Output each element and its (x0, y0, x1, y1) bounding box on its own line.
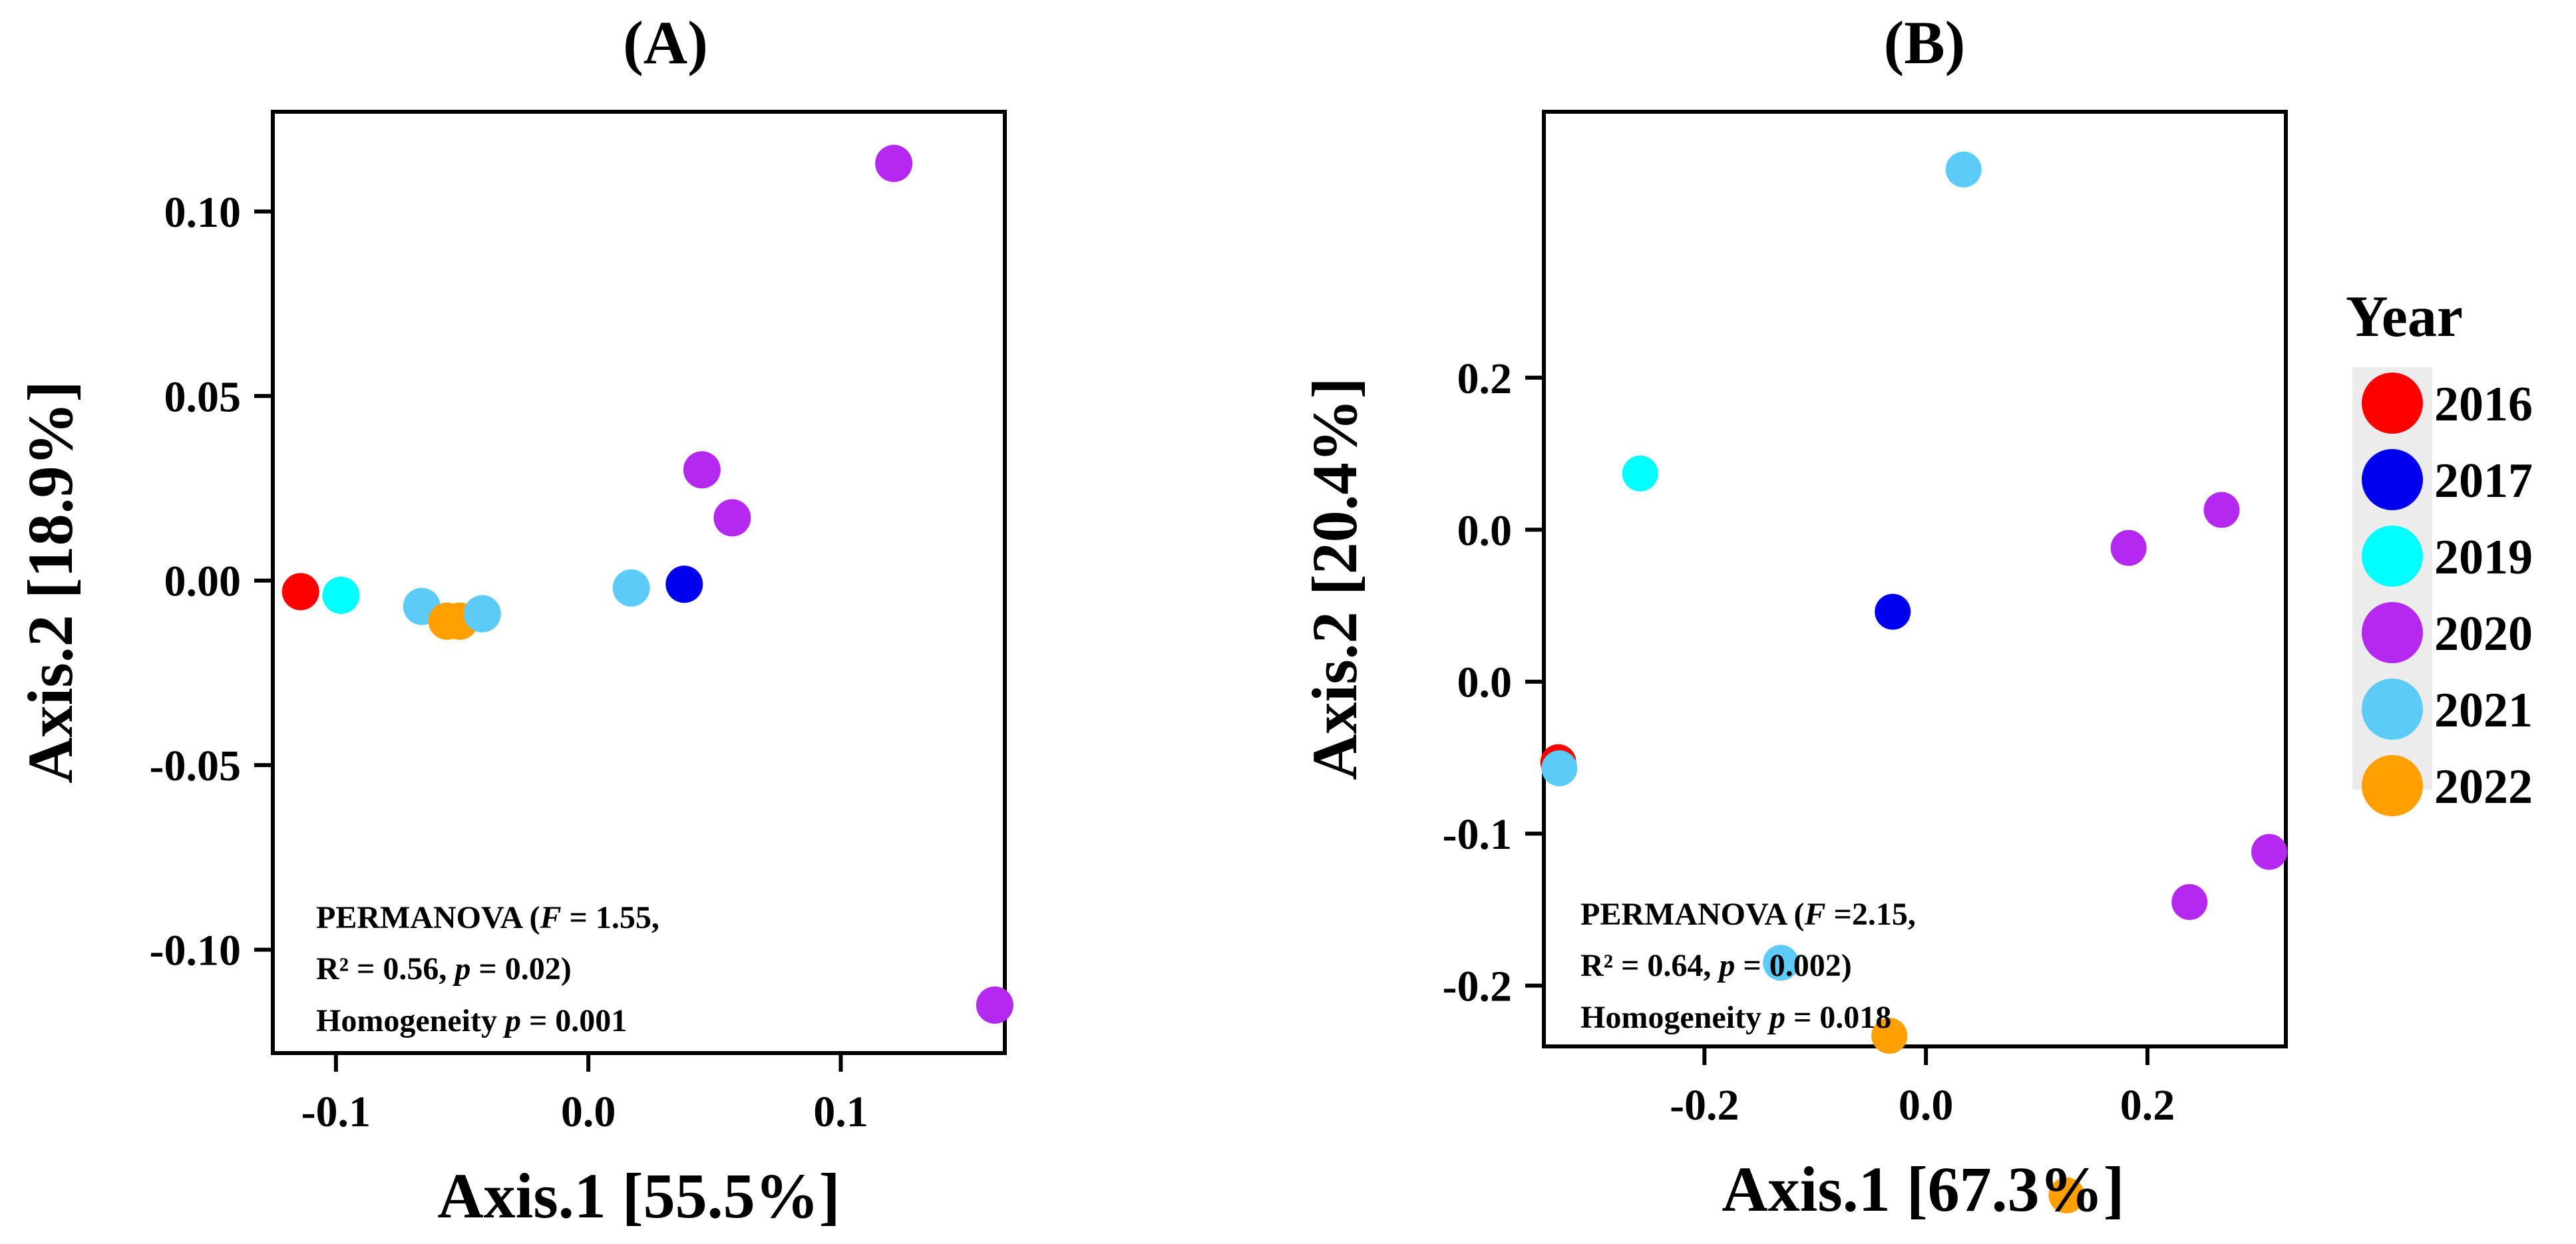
panel-a-ticks: -0.1 0.0 0.1 0.10 0.05 0.00 -0.05 -0.10 (150, 188, 868, 1136)
panel-b-plot-frame (1542, 110, 2288, 1048)
panel-a-ytick-label: 0.00 (164, 557, 242, 606)
panel-a-ytick-label: -0.05 (150, 742, 241, 790)
panel-a-xtick-label: 0.0 (561, 1088, 616, 1136)
legend: Year 2016 2017 2019 2020 2021 2022 (2346, 285, 2533, 816)
legend-label-2017: 2017 (2434, 454, 2533, 508)
legend-swatch-2017 (2362, 449, 2423, 510)
legend-title: Year (2346, 285, 2463, 349)
panel-a-point-2021 (612, 569, 650, 607)
panel-b: (B) -0.2 0.0 0.2 0.2 0.0 0.0 -0.1 -0.2 Axis.1 [… (1299, 9, 2288, 1225)
panel-b-ytick-label: 0.0 (1457, 506, 1513, 555)
panel-b-ytick-label: -0.1 (1443, 810, 1512, 859)
panel-a-point-2016 (281, 573, 319, 611)
panel-a-ytick-label: -0.10 (150, 927, 241, 975)
legend-swatch-2020 (2362, 602, 2423, 663)
panel-b-ytick-label: 0.0 (1457, 659, 1513, 707)
panel-b-annotation-line1: PERMANOVA (F =2.15, (1580, 897, 1916, 932)
legend-swatch-2021 (2362, 679, 2423, 740)
panel-b-point-2020 (2251, 834, 2288, 870)
panel-b-ytick-label: 0.2 (1457, 355, 1513, 403)
panel-b-point-2017 (1875, 593, 1911, 630)
panel-b-ytick-label: -0.2 (1443, 963, 1512, 1011)
panel-a-xtick-label: 0.1 (813, 1088, 868, 1136)
panel-b-ticks: -0.2 0.0 0.2 0.2 0.0 0.0 -0.1 -0.2 (1443, 355, 2175, 1130)
panel-a-annotation-line2: R² = 0.56, p = 0.02) (316, 951, 572, 987)
panel-a-point-2017 (665, 565, 703, 603)
panel-a-title: (A) (623, 9, 708, 77)
panel-b-point-2020 (2203, 492, 2240, 528)
panel-a-point-2020 (875, 144, 913, 182)
panel-b-point-2020 (2171, 883, 2208, 920)
panel-b-xtick-label: -0.2 (1670, 1081, 1739, 1130)
panel-a-ytick-label: 0.10 (164, 188, 242, 237)
panel-b-point-2022 (1871, 1018, 1908, 1054)
panel-a-ylabel: Axis.2 [18.9%] (15, 381, 86, 783)
panel-a-xtick-label: -0.1 (301, 1088, 371, 1136)
panel-b-points (1540, 151, 2288, 1213)
panel-a-ytick-label: 0.05 (164, 373, 242, 421)
panel-b-annotation-line3: Homogeneity p = 0.018 (1580, 1000, 1891, 1035)
panel-a-point-2020 (713, 499, 751, 537)
panel-a-annotation-line3: Homogeneity p = 0.001 (316, 1003, 627, 1038)
panel-b-title: (B) (1884, 9, 1966, 77)
panel-b-point-2022 (2048, 1177, 2085, 1213)
panel-a: (A) -0.1 0.0 0.1 0.10 0.05 0.00 -0.05 -0.10 Axi… (15, 9, 1013, 1231)
legend-label-2020: 2020 (2434, 607, 2533, 661)
panel-b-xlabel: Axis.1 [67.3%] (1722, 1154, 2124, 1225)
panel-a-point-2019 (322, 576, 360, 614)
panel-a-annotation-line1: PERMANOVA (F = 1.55, (316, 900, 659, 935)
legend-items: 2016 2017 2019 2020 2021 2022 (2362, 373, 2533, 816)
panel-b-point-2021 (1945, 151, 1982, 188)
legend-swatch-2019 (2362, 526, 2423, 587)
panel-a-point-2020 (976, 986, 1013, 1024)
panel-b-point-2020 (2110, 530, 2147, 566)
legend-label-2021: 2021 (2434, 683, 2533, 738)
panel-a-point-2020 (683, 451, 721, 489)
panel-a-points (281, 144, 1013, 1024)
legend-label-2019: 2019 (2434, 530, 2533, 585)
panel-b-point-2021 (1541, 750, 1578, 786)
panel-a-point-2021 (463, 595, 501, 633)
panel-b-ylabel: Axis.2 [20.4%] (1299, 377, 1370, 780)
legend-label-2022: 2022 (2434, 760, 2533, 814)
legend-label-2016: 2016 (2434, 377, 2533, 432)
legend-swatch-2022 (2362, 755, 2423, 816)
panel-b-annotation-line2: R² = 0.64, p = 0.002) (1580, 948, 1852, 983)
panel-b-point-2019 (1622, 455, 1658, 492)
panel-b-xtick-label: 0.2 (2120, 1081, 2175, 1130)
panel-a-xlabel: Axis.1 [55.5%] (437, 1160, 840, 1231)
legend-swatch-2016 (2362, 373, 2423, 434)
panel-b-xtick-label: 0.0 (1899, 1081, 1954, 1130)
panel-b-point-2021 (1763, 945, 1799, 981)
